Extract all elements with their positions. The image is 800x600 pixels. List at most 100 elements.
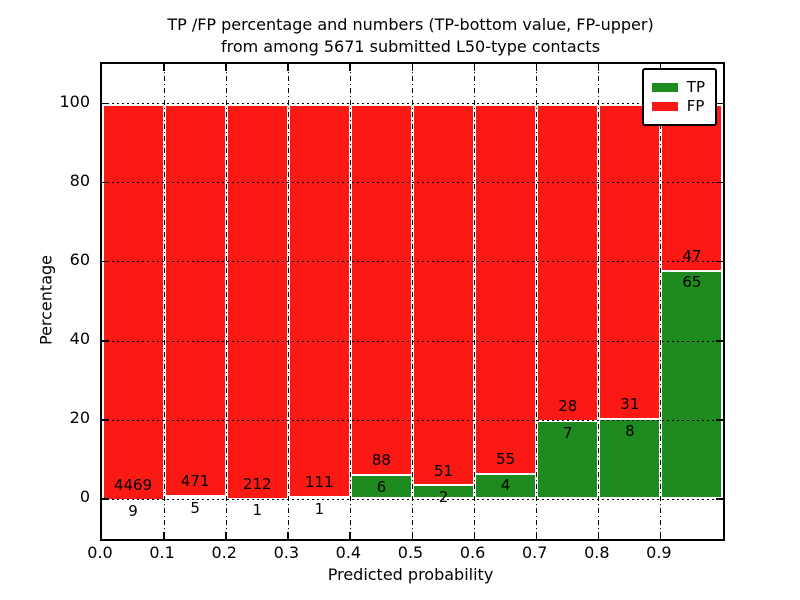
legend: TP FP bbox=[641, 68, 717, 126]
fp-bar-segment bbox=[351, 103, 411, 475]
h-gridline bbox=[102, 419, 723, 421]
tp-count-label: 9 bbox=[128, 502, 138, 521]
y-tick-mark bbox=[102, 419, 109, 421]
fp-bar-segment bbox=[476, 103, 536, 473]
x-tick-mark bbox=[163, 64, 165, 71]
x-tick-mark bbox=[535, 532, 538, 539]
fp-count-label: 471 bbox=[180, 472, 210, 491]
v-gridline bbox=[412, 64, 413, 539]
fp-count-label: 51 bbox=[434, 461, 454, 480]
tp-count-label: 65 bbox=[682, 273, 702, 292]
x-tick-mark bbox=[349, 532, 351, 539]
x-tick-label: 0.8 bbox=[584, 543, 610, 562]
y-tick-mark bbox=[102, 498, 109, 500]
tp-count-label: 2 bbox=[438, 488, 449, 507]
x-tick-mark bbox=[597, 64, 600, 71]
fp-count-label: 88 bbox=[371, 451, 391, 470]
fp-bar-segment bbox=[414, 103, 474, 485]
fp-legend-swatch bbox=[651, 102, 678, 111]
x-tick-label: 0.0 bbox=[87, 543, 113, 562]
y-tick-label: 100 bbox=[59, 91, 90, 111]
h-gridline bbox=[102, 103, 723, 105]
tp-legend-swatch bbox=[651, 83, 678, 92]
x-tick-label: 0.4 bbox=[335, 543, 362, 562]
v-gridline bbox=[598, 64, 600, 539]
tp-legend-label: TP bbox=[686, 78, 705, 96]
chart-title-line1: TP /FP percentage and numbers (TP-bottom… bbox=[167, 15, 654, 34]
fp-count-label: 31 bbox=[620, 395, 640, 414]
tp-count-label: 8 bbox=[625, 421, 635, 440]
v-gridline bbox=[536, 64, 538, 539]
v-gridline bbox=[349, 64, 351, 539]
fp-count-label: 28 bbox=[558, 397, 578, 416]
tp-count-label: 1 bbox=[252, 501, 262, 520]
v-gridline bbox=[225, 64, 227, 539]
x-tick-mark bbox=[225, 64, 227, 71]
tp-bar-segment bbox=[600, 418, 660, 500]
y-tick-mark bbox=[716, 498, 723, 500]
legend-item-fp: FP bbox=[651, 97, 705, 115]
tp-bar-segment bbox=[289, 495, 349, 500]
y-tick-label: 60 bbox=[69, 249, 90, 269]
x-tick-mark bbox=[597, 532, 600, 539]
tp-bar-segment bbox=[538, 420, 598, 500]
v-gridline bbox=[474, 64, 476, 539]
fp-bar-segment bbox=[227, 103, 287, 498]
fp-bar-segment bbox=[662, 103, 722, 270]
tp-count-label: 4 bbox=[500, 476, 511, 495]
x-tick-label: 0.9 bbox=[646, 543, 672, 562]
plot-area: TP FP 4469 9 471 5 212 1 111 1 88 6 51 2 55 4 28 7 31 8 47… bbox=[100, 62, 725, 541]
x-tick-mark bbox=[659, 64, 662, 71]
fp-bar-segment bbox=[600, 103, 660, 419]
y-tick-mark bbox=[716, 260, 723, 263]
v-gridline bbox=[660, 64, 662, 539]
fp-bar-segment bbox=[165, 103, 225, 496]
tp-bar-segment bbox=[351, 474, 411, 500]
fp-bar-segment bbox=[289, 103, 349, 496]
y-tick-mark bbox=[102, 102, 109, 105]
h-gridline bbox=[102, 498, 723, 500]
legend-item-tp: TP bbox=[651, 78, 705, 96]
chart-title-line2: from among 5671 submitted L50-type conta… bbox=[220, 37, 601, 56]
tp-bar-segment bbox=[414, 484, 474, 500]
y-tick-mark bbox=[716, 102, 723, 105]
x-tick-mark bbox=[287, 532, 289, 539]
h-gridline bbox=[102, 340, 723, 342]
v-gridline bbox=[287, 64, 289, 539]
x-tick-label: 0.1 bbox=[149, 543, 175, 562]
y-tick-mark bbox=[102, 340, 109, 342]
x-tick-mark bbox=[349, 64, 351, 71]
fp-count-label: 111 bbox=[305, 473, 334, 492]
chart-title: TP /FP percentage and numbers (TP-bottom… bbox=[100, 14, 721, 58]
x-tick-mark bbox=[473, 532, 476, 539]
x-tick-label: 0.2 bbox=[211, 543, 237, 562]
x-tick-mark bbox=[473, 64, 476, 71]
fp-bar-segment bbox=[103, 103, 163, 499]
fp-legend-label: FP bbox=[686, 97, 705, 115]
x-tick-mark bbox=[287, 64, 289, 71]
tp-count-label: 7 bbox=[562, 423, 573, 442]
y-tick-mark bbox=[716, 340, 723, 342]
fp-count-label: 55 bbox=[496, 449, 516, 468]
tp-count-label: 6 bbox=[376, 477, 387, 496]
x-tick-label: 0.3 bbox=[273, 543, 300, 562]
h-gridline bbox=[102, 261, 723, 263]
v-gridline bbox=[163, 64, 165, 539]
x-axis-label: Predicted probability bbox=[327, 565, 494, 584]
x-tick-label: 0.5 bbox=[397, 543, 424, 562]
tp-count-label: 1 bbox=[314, 499, 325, 518]
h-gridline bbox=[102, 182, 723, 184]
tp-bar-segment bbox=[662, 269, 722, 500]
x-tick-mark bbox=[225, 532, 227, 539]
y-tick-mark bbox=[102, 181, 109, 184]
fp-count-label: 47 bbox=[682, 246, 702, 265]
fp-count-label: 212 bbox=[242, 474, 272, 493]
x-tick-label: 0.6 bbox=[459, 543, 486, 562]
y-tick-label: 80 bbox=[69, 170, 90, 190]
y-tick-mark bbox=[102, 260, 109, 263]
y-tick-mark bbox=[716, 181, 723, 184]
x-tick-mark bbox=[163, 532, 165, 539]
tp-bar-segment bbox=[476, 472, 536, 500]
x-tick-label: 0.7 bbox=[521, 543, 548, 562]
